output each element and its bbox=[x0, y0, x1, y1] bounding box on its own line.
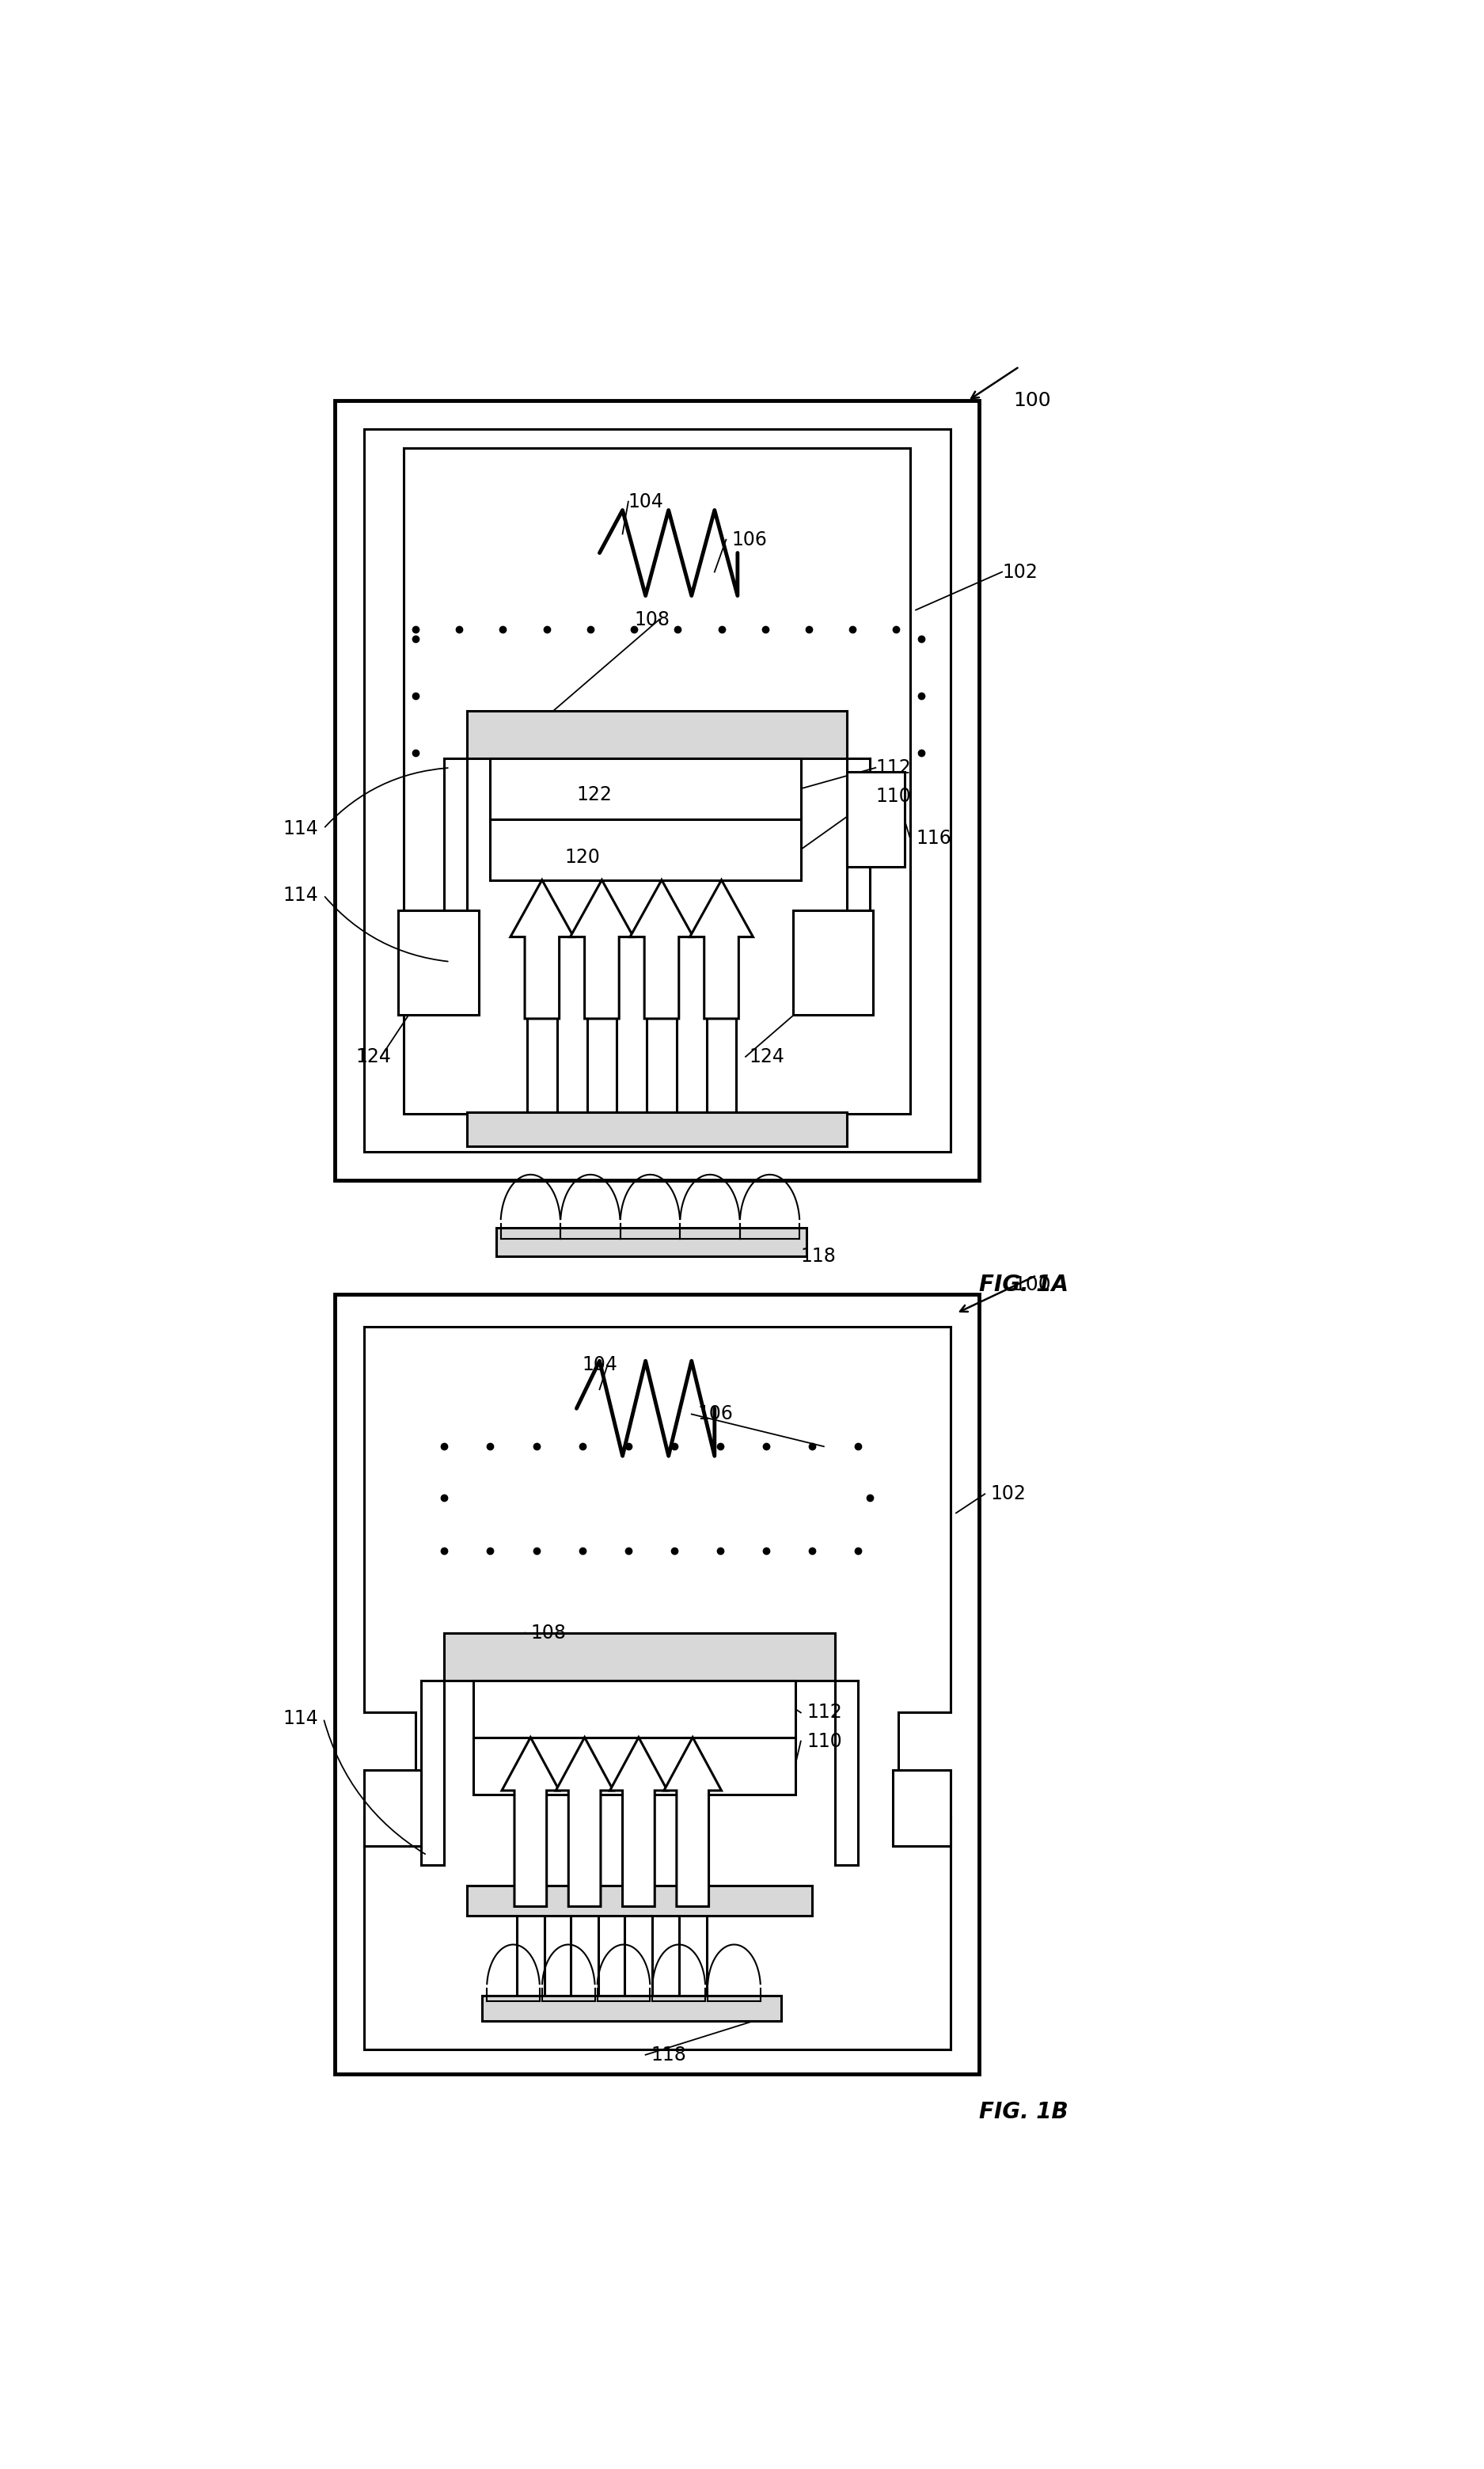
Text: 108: 108 bbox=[634, 610, 669, 630]
Text: 106: 106 bbox=[732, 531, 767, 548]
Polygon shape bbox=[610, 1738, 668, 1906]
Bar bbox=[404, 449, 910, 1114]
Text: 124: 124 bbox=[749, 1047, 785, 1067]
Text: 104: 104 bbox=[628, 491, 663, 511]
Polygon shape bbox=[556, 1738, 613, 1906]
Bar bbox=[473, 1738, 795, 1795]
Text: 112: 112 bbox=[807, 1704, 841, 1721]
Text: 100: 100 bbox=[1014, 1276, 1051, 1294]
Bar bbox=[364, 430, 950, 1151]
Bar bbox=[467, 1111, 847, 1146]
Text: 124: 124 bbox=[356, 1047, 392, 1067]
Text: 104: 104 bbox=[582, 1355, 617, 1375]
Text: 122: 122 bbox=[576, 785, 611, 805]
Text: 114: 114 bbox=[283, 1709, 319, 1728]
Bar bbox=[490, 820, 801, 879]
Text: 118: 118 bbox=[801, 1247, 837, 1267]
Bar bbox=[444, 1632, 835, 1681]
Text: 106: 106 bbox=[697, 1405, 733, 1425]
Bar bbox=[893, 1770, 950, 1847]
Text: 118: 118 bbox=[651, 2044, 687, 2064]
Text: 112: 112 bbox=[876, 758, 911, 778]
Bar bbox=[335, 1294, 979, 2074]
Bar bbox=[792, 911, 873, 1015]
Polygon shape bbox=[502, 1738, 559, 1906]
Bar bbox=[467, 711, 847, 758]
Bar bbox=[467, 1886, 812, 1916]
Text: 120: 120 bbox=[565, 847, 601, 867]
Text: 100: 100 bbox=[1014, 393, 1051, 410]
Polygon shape bbox=[570, 879, 634, 1020]
Polygon shape bbox=[631, 879, 693, 1020]
Text: 114: 114 bbox=[283, 820, 319, 837]
Text: FIG. 1B: FIG. 1B bbox=[979, 2101, 1068, 2123]
Bar bbox=[482, 1995, 781, 2020]
Text: 108: 108 bbox=[531, 1622, 567, 1642]
Polygon shape bbox=[510, 879, 574, 1020]
Bar bbox=[398, 911, 479, 1015]
Polygon shape bbox=[690, 879, 752, 1020]
Bar bbox=[490, 758, 801, 820]
Bar bbox=[335, 400, 979, 1180]
Polygon shape bbox=[663, 1738, 721, 1906]
Bar bbox=[847, 773, 904, 867]
Bar bbox=[364, 1770, 421, 1847]
Text: 110: 110 bbox=[807, 1731, 841, 1751]
Text: 116: 116 bbox=[916, 830, 951, 847]
Bar bbox=[473, 1681, 795, 1738]
Text: 102: 102 bbox=[991, 1484, 1025, 1504]
Text: 114: 114 bbox=[283, 886, 319, 904]
Text: 110: 110 bbox=[876, 788, 911, 805]
Bar bbox=[496, 1227, 807, 1257]
Text: 102: 102 bbox=[1002, 563, 1037, 580]
Text: FIG. 1A: FIG. 1A bbox=[979, 1274, 1068, 1296]
